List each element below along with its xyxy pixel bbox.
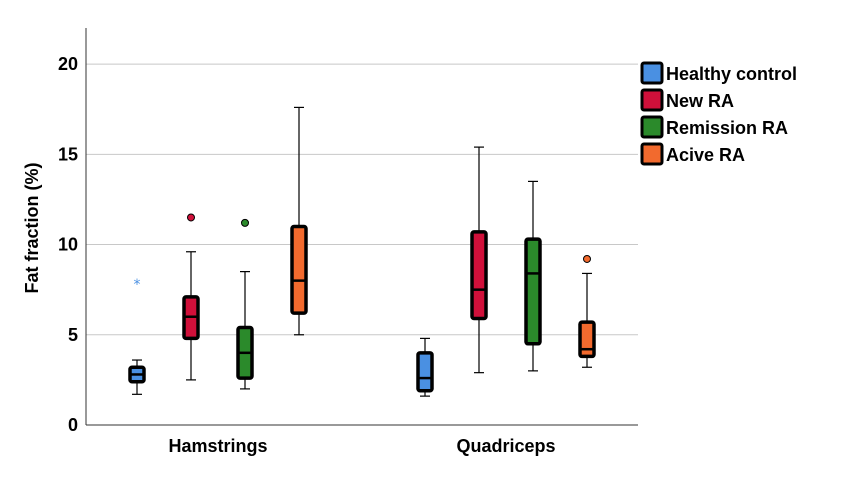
box-acive-ra-quadriceps [578,254,596,368]
iqr-box [290,224,308,315]
y-axis-title: Fat fraction (%) [22,162,42,293]
box-acive-ra-hamstrings [290,106,308,336]
boxes: * [128,106,596,397]
box-healthy-control-hamstrings: * [128,277,146,395]
y-tick-label-20: 20 [58,54,78,74]
gridlines [86,63,638,336]
legend-label: Acive RA [666,145,745,165]
box-remission-ra-quadriceps [524,180,542,372]
legend: Healthy control New RA Remission RA Acive R… [640,61,797,166]
legend-label: Healthy control [666,64,797,84]
box-new-ra-hamstrings [182,213,200,381]
legend-label: Remission RA [666,118,788,138]
axes [85,28,638,426]
outlier-point [241,218,249,227]
y-tick-label-0: 0 [68,415,78,435]
iqr-box [416,351,434,393]
x-category-label-hamstrings: Hamstrings [168,436,267,456]
x-category-labels: Hamstrings Quadriceps [168,436,555,456]
outlier-star: * [134,277,141,293]
box-healthy-control-quadriceps [416,337,434,397]
y-tick-labels: 0 5 10 15 20 [58,54,78,435]
y-tick-label-10: 10 [58,235,78,255]
outlier-point [187,213,195,222]
box-new-ra-quadriceps [470,146,488,374]
legend-label: New RA [666,91,734,111]
iqr-box [524,237,542,346]
legend-swatch [640,115,664,139]
legend-swatch [640,88,664,112]
x-category-label-quadriceps: Quadriceps [456,436,555,456]
legend-item-healthy-control: Healthy control [640,61,797,85]
legend-swatch [640,61,664,85]
y-tick-label-15: 15 [58,144,78,164]
legend-swatch [640,142,664,166]
legend-item-acive-ra: Acive RA [640,142,745,166]
iqr-box [578,320,596,359]
box-remission-ra-hamstrings [236,218,254,390]
y-tick-label-5: 5 [68,325,78,345]
outlier-point [583,254,591,263]
legend-item-remission-ra: Remission RA [640,115,788,139]
iqr-box [470,230,488,321]
legend-item-new-ra: New RA [640,88,734,112]
